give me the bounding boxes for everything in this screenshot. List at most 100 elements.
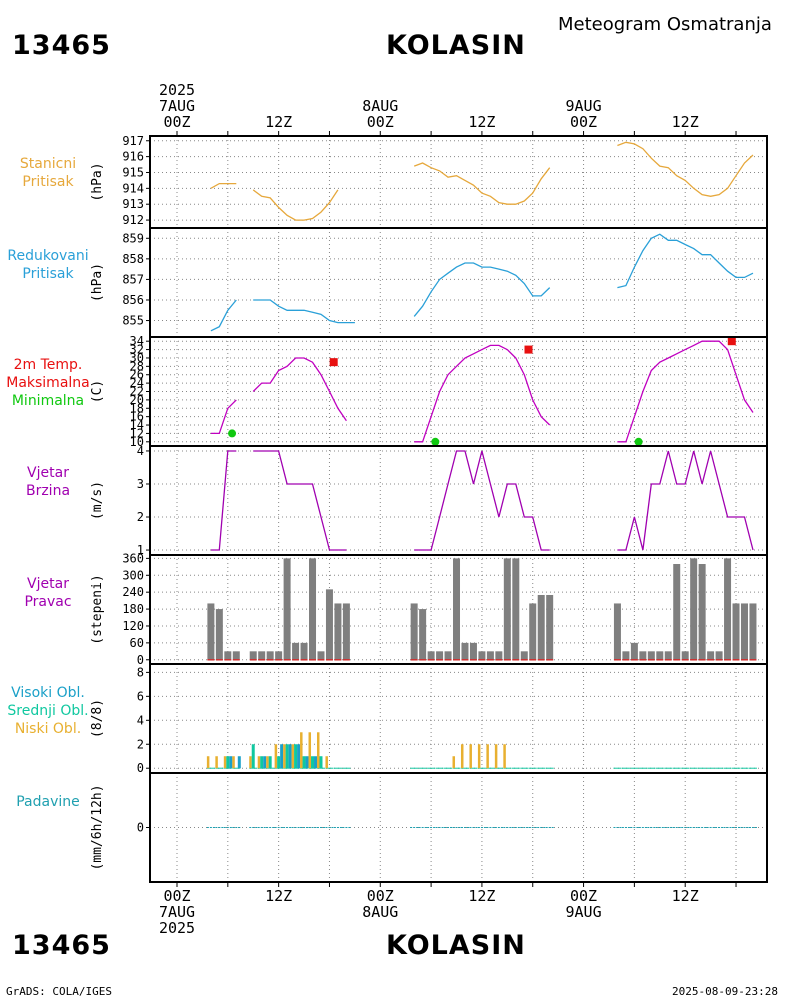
series-line [413, 162, 551, 205]
low-cloud-bar [300, 732, 303, 769]
y-tick-label: 855 [122, 314, 144, 328]
panel-label-line: Visoki Obl. [11, 685, 85, 701]
wind-direction-bar [300, 642, 308, 660]
wind-direction-bar [749, 603, 757, 660]
wind-direction-bar [520, 651, 528, 660]
time-label: 8AUG 00Z [350, 98, 410, 130]
wind-direction-bar [232, 651, 240, 660]
y-tick-label: 120 [122, 619, 144, 633]
time-label-line: 00Z [570, 113, 598, 131]
y-tick-label: 0 [137, 653, 144, 667]
y-tick-label: 20 [130, 393, 144, 407]
series-line [617, 141, 754, 197]
wind-direction-bar [512, 558, 520, 660]
low-cloud-bar [486, 744, 489, 769]
panel-label-line: Padavine [16, 794, 80, 810]
wind-direction-bar [613, 603, 621, 660]
time-label-line: 9AUG [565, 903, 602, 921]
tmax-marker [329, 358, 338, 367]
panel-label-4: Vjetar Brzina [0, 464, 96, 500]
panel-label-line: Minimalna [11, 393, 85, 409]
mid-cloud-bar [285, 744, 289, 769]
y-tick-label: 8 [137, 665, 144, 679]
wind-direction-bar [292, 642, 300, 660]
high-cloud-bar [280, 744, 284, 769]
time-label: 12Z [249, 888, 309, 904]
station-name-top: KOLASIN [386, 30, 526, 61]
wind-direction-bar [461, 642, 469, 660]
tmax-marker [524, 345, 533, 354]
y-tick-label: 856 [122, 293, 144, 307]
y-tick-label: 360 [122, 551, 144, 565]
y-tick-label: 28 [130, 359, 144, 373]
wind-direction-bar [334, 603, 342, 660]
wind-direction-bar [673, 564, 681, 660]
time-label: 00Z 8AUG [350, 888, 410, 920]
y-tick-label: 917 [122, 134, 144, 148]
panel-label-line: Pritisak [22, 174, 74, 190]
y-tick-label: 916 [122, 150, 144, 164]
panel-frame [149, 772, 768, 883]
wind-direction-bar [715, 651, 723, 660]
wind-direction-bar [410, 603, 418, 660]
panel-label-line: Brzina [25, 483, 71, 499]
mid-cloud-bar [226, 756, 230, 769]
wind-direction-bar [275, 651, 283, 660]
panel-label-line: Redukovani [7, 248, 89, 264]
series-line [617, 233, 754, 289]
y-tick-label: 0 [137, 821, 144, 835]
panel-label-line: Pritisak [22, 266, 74, 282]
wind-direction-bar [503, 558, 511, 660]
time-label-line: 12Z [671, 887, 699, 905]
time-label-line: 7AUG [158, 97, 196, 115]
y-tick-label: 859 [122, 231, 144, 245]
wind-direction-bar [639, 651, 647, 660]
y-axis-label: (C) [90, 380, 105, 403]
wind-direction-bar [724, 558, 732, 660]
wind-direction-bar [707, 651, 715, 660]
time-label-line: 7AUG [158, 903, 196, 921]
render-timestamp: 2025-08-09-23:28 [672, 985, 778, 998]
panel-label-6: Visoki Obl. Srednji Obl. Niski Obl. [0, 684, 96, 738]
low-cloud-bar [494, 744, 498, 769]
low-cloud-bar [325, 756, 328, 769]
wind-direction-bar [258, 651, 266, 660]
mid-cloud-bar [294, 744, 298, 769]
tmin-marker [634, 437, 643, 446]
time-label: 12Z [452, 888, 512, 904]
y-tick-label: 914 [122, 181, 144, 195]
panel-7: 0 (mm/6h/12h) [90, 772, 768, 883]
panel-label-1: Stanicni Pritisak [0, 155, 96, 191]
low-cloud-bar [283, 744, 286, 769]
wind-direction-bar [469, 642, 477, 660]
series-line [210, 399, 237, 435]
wind-direction-bar [427, 651, 435, 660]
wind-direction-bar [529, 603, 537, 660]
time-label-line: 00Z [366, 887, 394, 905]
y-tick-label: 18 [130, 401, 144, 415]
low-cloud-bar [469, 744, 472, 769]
wind-direction-bar [681, 651, 689, 660]
tmax-marker [727, 337, 736, 346]
wind-direction-bar [495, 651, 503, 660]
low-cloud-bar [452, 756, 456, 769]
low-cloud-bar [316, 732, 320, 769]
y-tick-label: 858 [122, 252, 144, 266]
y-tick-label: 34 [130, 334, 144, 348]
low-cloud-bar [308, 732, 312, 769]
series-line [617, 340, 754, 443]
time-label-line: 8AUG [362, 903, 399, 921]
wind-direction-bar [283, 558, 291, 660]
wind-direction-bar [732, 603, 740, 660]
wind-direction-bar [664, 651, 672, 660]
wind-direction-bar [249, 651, 257, 660]
wind-direction-bar [419, 609, 427, 660]
panel-4: 1 2 3 4 (m/s) [90, 444, 768, 557]
panel-label-line: Vjetar [27, 576, 69, 592]
wind-direction-bar [317, 651, 325, 660]
panel-label-7: Padavine [0, 793, 96, 811]
time-label-line: 9AUG [565, 97, 602, 115]
series-line [617, 450, 754, 551]
